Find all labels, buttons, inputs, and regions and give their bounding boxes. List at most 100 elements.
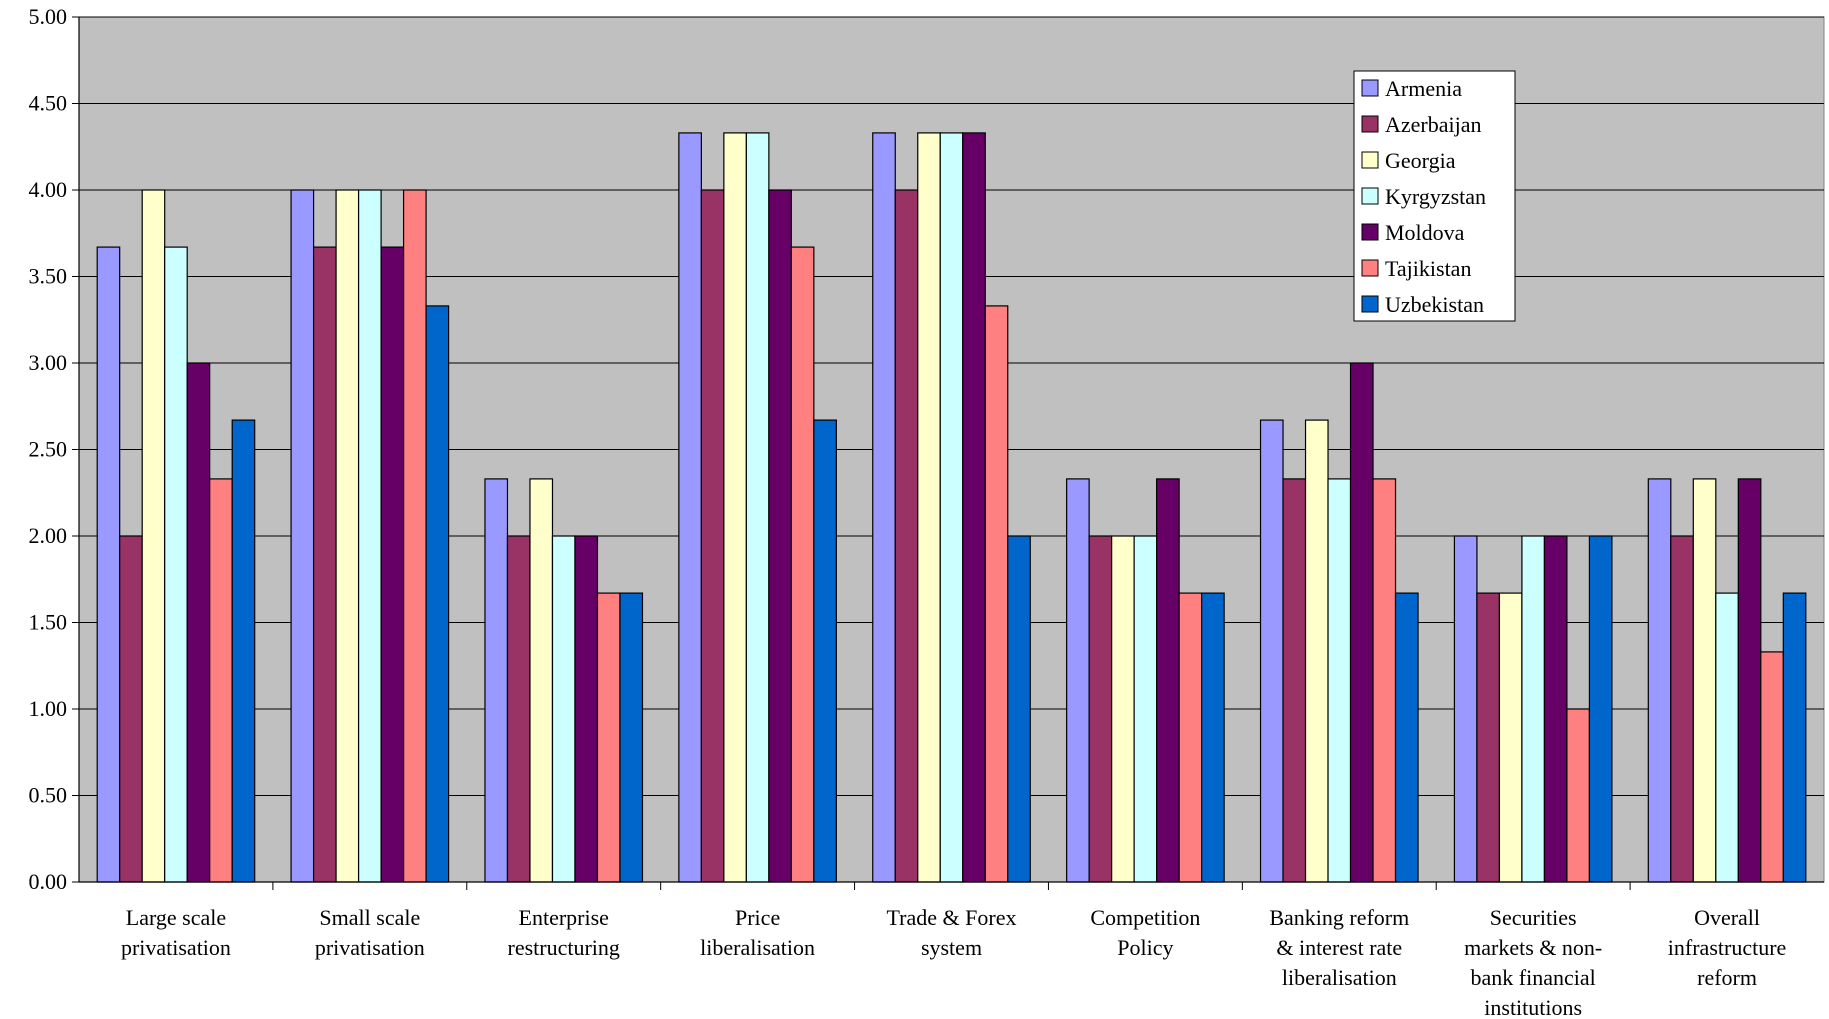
bar-tajikistan-1 xyxy=(402,189,427,883)
bar-kyrgyzstan-7 xyxy=(1521,535,1546,883)
category-label: privatisation xyxy=(315,935,425,960)
bar-azerbaijan-3 xyxy=(700,189,725,883)
bar-georgia-2 xyxy=(529,478,554,883)
category-label: restructuring xyxy=(508,935,620,960)
legend-swatch xyxy=(1361,151,1379,169)
bar-uzbekistan-2 xyxy=(619,592,644,883)
bar-tajikistan-6 xyxy=(1372,478,1397,883)
y-axis-ticks: 0.00 0.50 1.00 1.50 2.00 2.50 3.00 3.50 4.00 4.50… xyxy=(29,4,79,894)
bar-tajikistan-7 xyxy=(1566,708,1591,883)
y-tick-label: 1.50 xyxy=(29,610,68,635)
bar-azerbaijan-1 xyxy=(312,246,337,883)
bar-azerbaijan-2 xyxy=(506,535,531,883)
bar-georgia-1 xyxy=(335,189,360,883)
bar-uzbekistan-7 xyxy=(1588,535,1613,883)
legend-label: Moldova xyxy=(1385,220,1465,245)
legend-swatch xyxy=(1361,223,1379,241)
category-label: Banking reform xyxy=(1269,905,1409,930)
category-label: liberalisation xyxy=(700,935,815,960)
bar-kyrgyzstan-5 xyxy=(1133,535,1158,883)
bar-georgia-5 xyxy=(1111,535,1135,883)
bar-armenia-4 xyxy=(872,132,896,883)
bar-moldova-4 xyxy=(962,132,986,883)
bar-azerbaijan-5 xyxy=(1088,535,1113,883)
bar-georgia-8 xyxy=(1692,478,1717,883)
legend-label: Kyrgyzstan xyxy=(1385,184,1486,209)
legend-swatch xyxy=(1361,79,1379,97)
x-axis-labels: Large scale privatisation Small scale priva… xyxy=(121,905,1786,1019)
bar-uzbekistan-4 xyxy=(1007,535,1031,883)
bar-georgia-4 xyxy=(917,132,941,883)
category-label: & interest rate xyxy=(1276,935,1402,960)
y-tick-label: 1.00 xyxy=(29,696,68,721)
y-tick-label: 3.50 xyxy=(29,264,68,289)
category-label: Large scale xyxy=(126,905,226,930)
bar-kyrgyzstan-4 xyxy=(939,132,964,883)
y-tick-label: 0.50 xyxy=(29,783,68,808)
bar-armenia-0 xyxy=(96,246,121,883)
legend-swatch xyxy=(1361,295,1379,313)
bar-georgia-6 xyxy=(1304,419,1329,883)
y-tick-label: 2.00 xyxy=(29,523,68,548)
bar-uzbekistan-3 xyxy=(813,419,837,883)
bar-moldova-3 xyxy=(768,189,792,883)
y-tick-label: 4.50 xyxy=(29,91,68,116)
category-label: Small scale xyxy=(319,905,420,930)
bar-azerbaijan-7 xyxy=(1476,592,1501,883)
legend-swatch xyxy=(1361,115,1379,133)
legend-label: Armenia xyxy=(1385,76,1462,101)
bar-moldova-7 xyxy=(1543,535,1568,883)
category-label: Overall xyxy=(1694,905,1760,930)
legend-label: Uzbekistan xyxy=(1385,292,1484,317)
legend: Armenia Azerbaijan Georgia Kyrgyzstan Moldov… xyxy=(1353,70,1516,322)
category-label: institutions xyxy=(1484,995,1582,1019)
category-label: reform xyxy=(1697,965,1757,990)
bar-tajikistan-2 xyxy=(596,592,621,883)
category-label: Enterprise xyxy=(519,905,609,930)
bar-azerbaijan-6 xyxy=(1282,478,1307,883)
category-label: infrastructure xyxy=(1668,935,1787,960)
category-label: Competition xyxy=(1090,905,1200,930)
bar-uzbekistan-6 xyxy=(1394,592,1419,883)
bar-tajikistan-5 xyxy=(1178,592,1203,883)
bar-kyrgyzstan-6 xyxy=(1327,478,1352,883)
y-tick-label: 5.00 xyxy=(29,4,68,29)
legend-label: Georgia xyxy=(1385,148,1456,173)
category-label: privatisation xyxy=(121,935,231,960)
bar-moldova-5 xyxy=(1156,478,1180,883)
bar-georgia-3 xyxy=(723,132,747,883)
bar-armenia-6 xyxy=(1259,419,1284,883)
y-tick-label: 4.00 xyxy=(29,177,68,202)
bar-tajikistan-4 xyxy=(984,305,1009,883)
legend-label: Azerbaijan xyxy=(1385,112,1482,137)
bar-moldova-1 xyxy=(380,246,405,883)
category-label: liberalisation xyxy=(1282,965,1397,990)
bar-tajikistan-8 xyxy=(1760,651,1784,883)
bar-moldova-2 xyxy=(574,535,599,883)
bar-kyrgyzstan-0 xyxy=(164,246,188,883)
bar-armenia-7 xyxy=(1453,535,1478,883)
bar-armenia-2 xyxy=(484,478,509,883)
bars xyxy=(96,132,1807,883)
bar-azerbaijan-8 xyxy=(1670,535,1694,883)
bar-kyrgyzstan-1 xyxy=(357,189,382,883)
category-label: Trade & Forex xyxy=(887,905,1017,930)
bar-azerbaijan-4 xyxy=(894,189,919,883)
bar-armenia-8 xyxy=(1647,478,1672,883)
legend-swatch xyxy=(1361,187,1379,205)
bar-moldova-8 xyxy=(1737,478,1762,883)
bar-moldova-6 xyxy=(1349,362,1374,883)
bar-tajikistan-0 xyxy=(209,478,233,883)
bar-armenia-1 xyxy=(290,189,315,883)
category-label: markets & non- xyxy=(1464,935,1602,960)
category-label: Price xyxy=(735,905,780,930)
bar-armenia-3 xyxy=(678,132,702,883)
y-tick-label: 2.50 xyxy=(29,437,68,462)
bar-georgia-0 xyxy=(141,189,166,883)
bar-moldova-0 xyxy=(186,362,211,883)
bar-uzbekistan-8 xyxy=(1782,592,1807,883)
category-label: Securities xyxy=(1490,905,1577,930)
bar-uzbekistan-5 xyxy=(1201,592,1225,883)
bar-kyrgyzstan-2 xyxy=(551,535,576,883)
